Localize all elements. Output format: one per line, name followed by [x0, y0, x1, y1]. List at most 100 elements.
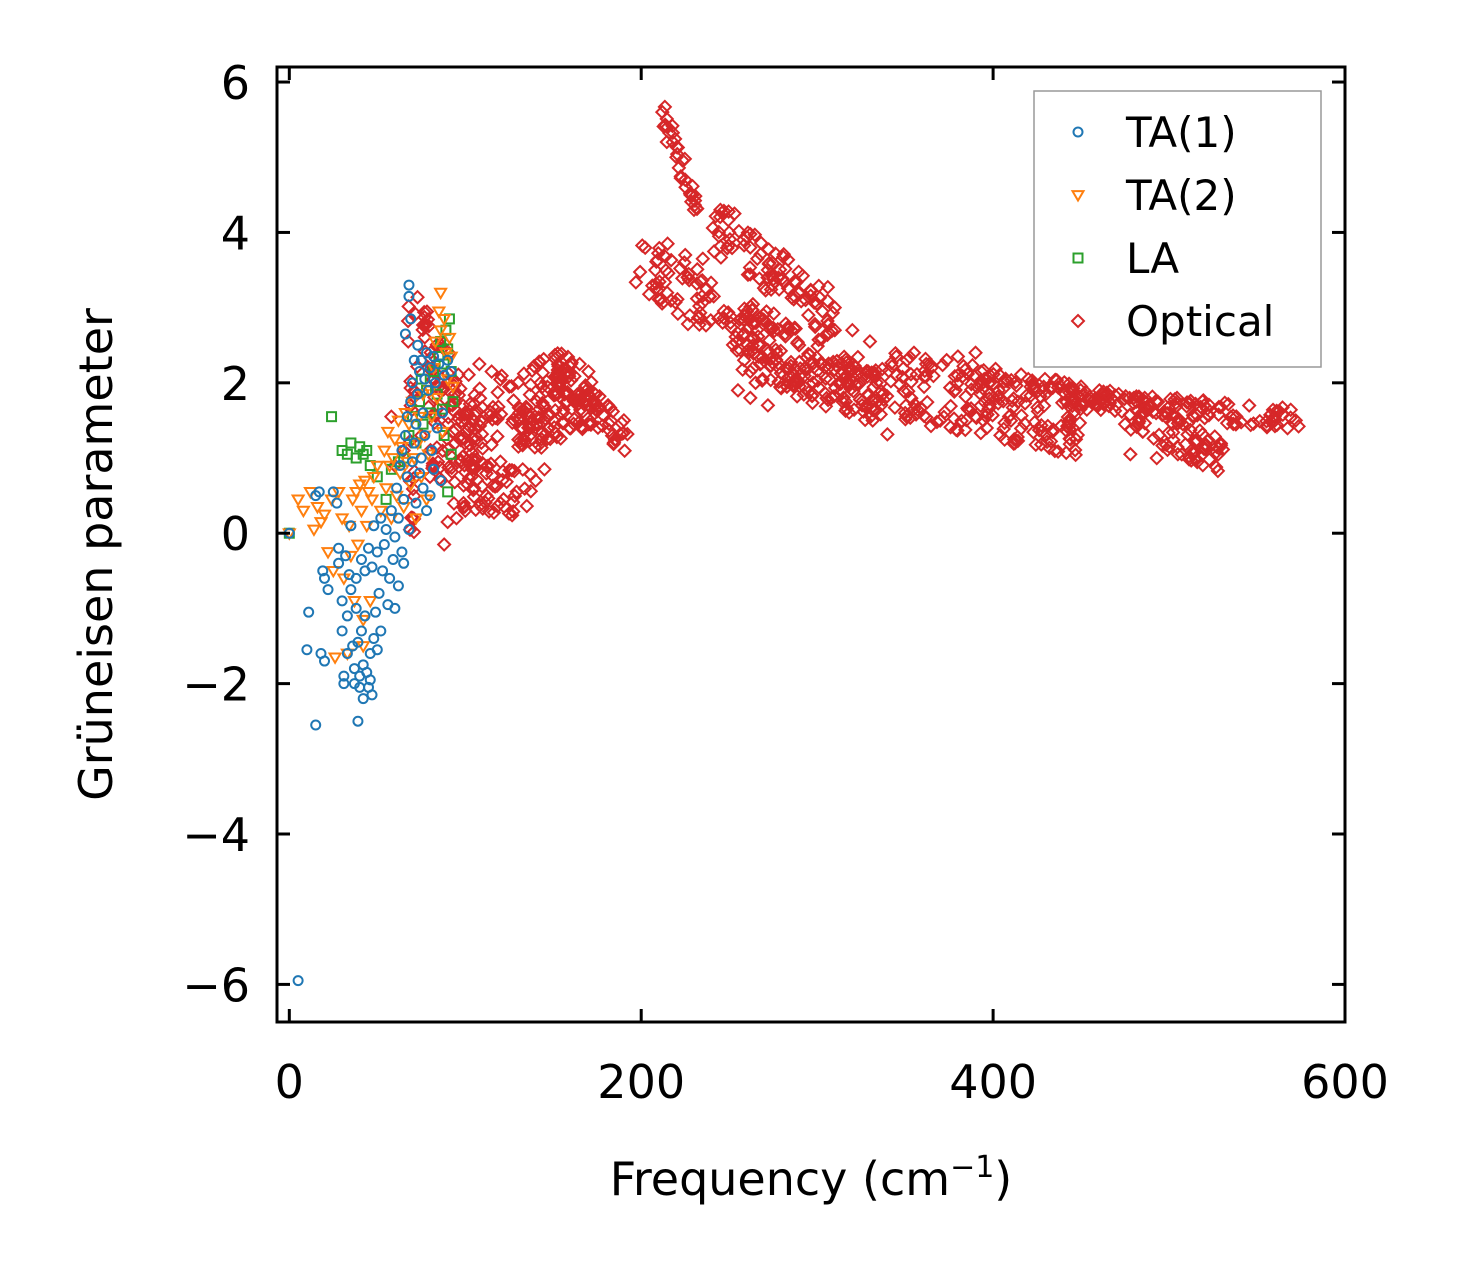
data-point	[1030, 400, 1045, 415]
data-point	[651, 274, 667, 290]
data-point	[370, 606, 382, 618]
data-point	[502, 462, 517, 478]
data-point	[472, 390, 488, 406]
data-point	[873, 383, 889, 399]
data-point	[582, 413, 598, 429]
data-point	[887, 400, 903, 415]
data-point	[401, 411, 413, 423]
data-point	[958, 361, 974, 377]
data-point	[765, 320, 781, 336]
data-point	[1207, 429, 1223, 444]
data-point	[490, 399, 506, 415]
data-point	[656, 294, 672, 310]
data-point	[415, 373, 427, 385]
data-point	[1026, 424, 1041, 440]
data-point	[795, 268, 811, 284]
legend-label: Optical	[1126, 297, 1274, 346]
data-point	[1114, 404, 1130, 420]
axis-ticks: 0 200 400 600 −6 −4 −2 0 2 4 6	[182, 56, 1389, 1109]
data-point	[749, 251, 765, 267]
data-point	[489, 429, 505, 444]
data-point	[355, 554, 367, 566]
data-point	[761, 332, 777, 348]
data-point	[1037, 371, 1053, 387]
data-point	[398, 493, 410, 505]
data-point	[443, 351, 459, 364]
data-point	[1010, 429, 1026, 445]
data-point	[659, 111, 675, 127]
data-point	[824, 390, 840, 406]
data-point	[461, 367, 477, 383]
data-point	[473, 435, 489, 451]
data-point	[389, 531, 401, 543]
data-point	[973, 425, 989, 441]
data-point	[425, 458, 441, 474]
data-point	[507, 488, 523, 504]
data-point	[366, 689, 378, 701]
data-point	[442, 332, 457, 346]
data-point	[555, 405, 571, 421]
data-point	[424, 490, 436, 502]
data-point	[466, 489, 482, 505]
data-point	[468, 502, 484, 518]
data-point	[396, 445, 408, 457]
data-point	[373, 587, 385, 599]
data-point	[673, 168, 689, 184]
data-point	[777, 326, 793, 342]
data-point	[773, 343, 789, 359]
data-point	[731, 223, 747, 239]
data-point	[387, 434, 403, 447]
data-point	[838, 394, 854, 410]
data-point	[681, 272, 697, 288]
data-point	[1169, 390, 1185, 406]
data-point	[698, 317, 714, 333]
data-point	[660, 236, 676, 252]
data-point	[483, 408, 499, 423]
data-point	[371, 546, 383, 558]
x-tick-label: 0	[275, 1055, 304, 1109]
data-point	[396, 546, 408, 558]
data-point	[385, 453, 401, 466]
data-point	[789, 335, 805, 351]
data-point	[511, 432, 526, 448]
data-point	[1220, 396, 1236, 412]
data-point	[345, 584, 357, 596]
data-point	[290, 494, 306, 507]
data-point	[844, 322, 860, 338]
data-point	[535, 395, 550, 411]
data-point	[822, 371, 838, 387]
data-point	[408, 513, 424, 526]
data-point	[678, 179, 693, 195]
data-point	[1169, 439, 1185, 455]
data-point	[412, 339, 424, 351]
data-point	[827, 380, 843, 396]
data-point	[1267, 413, 1283, 428]
data-point	[406, 377, 418, 389]
data-point	[1283, 402, 1299, 418]
data-point	[1146, 431, 1162, 446]
data-point	[657, 249, 673, 265]
data-point	[398, 557, 410, 569]
data-point	[442, 397, 458, 413]
data-point	[410, 418, 422, 430]
data-point	[394, 460, 406, 472]
data-point	[292, 975, 304, 987]
data-point	[435, 475, 447, 487]
data-point	[632, 264, 648, 280]
data-point	[1033, 437, 1049, 452]
data-point	[1058, 422, 1074, 438]
data-point	[749, 322, 765, 338]
data-point	[615, 426, 630, 441]
data-point	[441, 460, 456, 475]
data-point	[310, 502, 325, 515]
data-point	[317, 565, 329, 577]
data-point	[556, 385, 572, 401]
data-point	[1185, 407, 1201, 423]
data-point	[440, 416, 456, 432]
legend-marker	[1070, 313, 1086, 329]
data-point	[805, 395, 820, 411]
data-point	[546, 420, 562, 435]
data-point	[408, 437, 420, 449]
data-point	[1079, 402, 1095, 418]
data-point	[345, 494, 360, 507]
